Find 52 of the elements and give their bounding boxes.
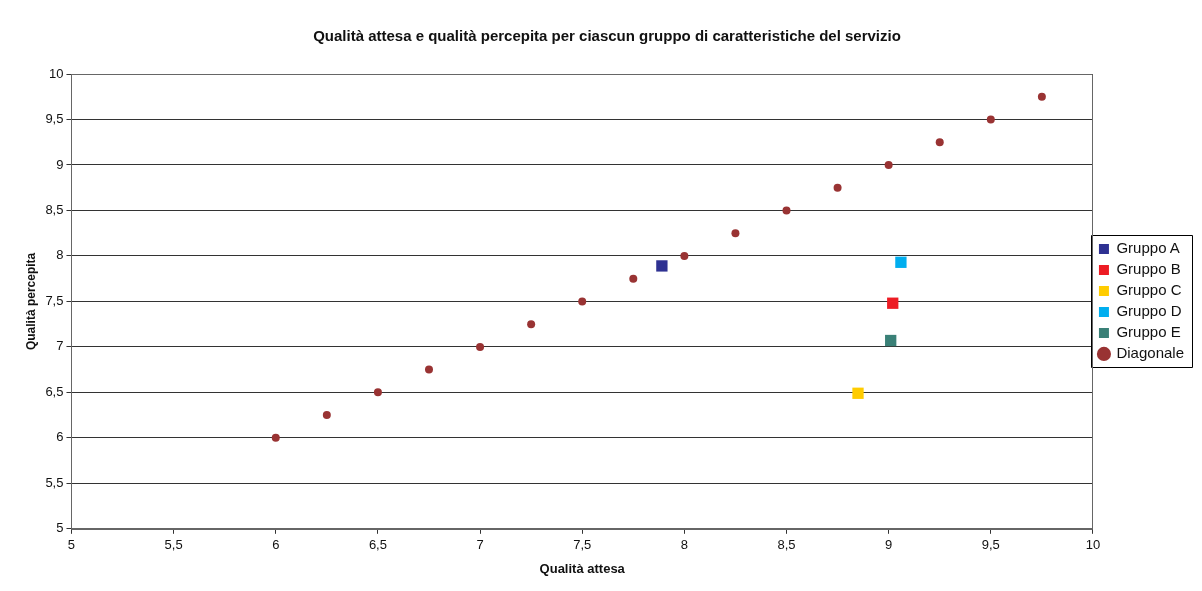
point bbox=[578, 297, 587, 306]
point bbox=[424, 365, 433, 374]
y-tick-label: 9,5 bbox=[45, 111, 64, 127]
y-tick-label: 6 bbox=[56, 429, 64, 445]
point bbox=[680, 251, 689, 260]
point bbox=[895, 256, 907, 268]
x-tick-label: 8,5 bbox=[777, 537, 796, 553]
y-axis-title: Qualità percepita bbox=[23, 252, 38, 351]
y-tick-label: 5 bbox=[56, 520, 64, 536]
point bbox=[852, 387, 864, 399]
point bbox=[731, 229, 740, 238]
x-tick-label: 9,5 bbox=[981, 537, 1000, 553]
x-tick-label: 7,5 bbox=[573, 537, 592, 553]
x-tick-label: 10 bbox=[1085, 537, 1101, 553]
point bbox=[885, 334, 897, 347]
point bbox=[656, 260, 668, 272]
point bbox=[476, 342, 485, 351]
point bbox=[1037, 92, 1046, 101]
point bbox=[887, 297, 899, 309]
y-tick-label: 8,5 bbox=[45, 202, 64, 218]
y-tick-label: 6,5 bbox=[45, 383, 64, 399]
legend-label: Gruppo E bbox=[1116, 323, 1181, 341]
point bbox=[271, 433, 280, 442]
point bbox=[373, 388, 382, 397]
legend-label: Diagonale bbox=[1116, 344, 1185, 362]
x-tick-label: 6 bbox=[272, 537, 280, 553]
x-tick-label: 9 bbox=[885, 537, 893, 553]
y-tick-label: 9 bbox=[56, 156, 64, 172]
y-tick-label: 5,5 bbox=[45, 474, 64, 490]
y-tick-label: 10 bbox=[49, 65, 64, 81]
x-axis-title: Qualità attesa bbox=[539, 560, 626, 576]
x-tick-label: 5 bbox=[67, 537, 76, 553]
point bbox=[782, 206, 791, 215]
y-tick-label: 8 bbox=[56, 247, 64, 263]
point bbox=[322, 411, 331, 420]
legend-label: Gruppo D bbox=[1116, 302, 1182, 320]
point bbox=[884, 160, 893, 169]
x-tick-label: 7 bbox=[476, 537, 484, 553]
x-tick-label: 8 bbox=[680, 537, 688, 553]
point bbox=[986, 115, 995, 124]
point bbox=[629, 274, 638, 283]
x-tick-label: 5,5 bbox=[164, 537, 183, 553]
point bbox=[935, 138, 944, 147]
point bbox=[527, 320, 536, 329]
chart-title: Qualità attesa e qualità percepita per ciascun gruppo di caratteristiche del servizio bbox=[313, 27, 901, 45]
legend-label: Gruppo B bbox=[1116, 260, 1181, 278]
legend-label: Gruppo C bbox=[1116, 281, 1182, 299]
y-tick-label: 7 bbox=[56, 338, 64, 354]
x-tick-label: 6,5 bbox=[368, 537, 387, 553]
point bbox=[833, 183, 842, 192]
legend-label: Gruppo A bbox=[1116, 239, 1180, 257]
y-tick-label: 7,5 bbox=[45, 292, 64, 308]
